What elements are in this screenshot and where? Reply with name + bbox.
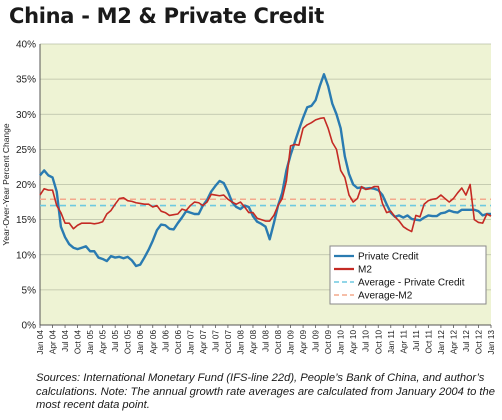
x-tick-label: Oct 04 <box>74 330 83 355</box>
x-tick-label: Apr 04 <box>49 330 58 355</box>
line-chart: 0%5%10%15%20%25%30%35%40%Jan 04 Apr 04 Jul… <box>1 40 496 355</box>
y-tick-label: 5% <box>22 285 37 296</box>
x-tick-label: Jul 06 <box>161 330 170 352</box>
y-tick-label: 25% <box>16 145 36 156</box>
legend-label: Private Credit <box>358 252 419 263</box>
x-tick-label: Jul 08 <box>262 330 271 352</box>
x-tick-label: Jan 05 <box>86 330 95 355</box>
y-tick-label: 40% <box>16 40 36 51</box>
chart-title: China - M2 & Private Credit <box>9 4 325 28</box>
x-tick-label: Oct 08 <box>274 330 283 355</box>
x-tick-label: Jul 12 <box>462 330 471 352</box>
x-tick-label: Jan 06 <box>136 330 145 355</box>
x-tick-label: Jul 11 <box>412 330 421 352</box>
legend-box <box>329 245 487 305</box>
x-tick-label: Apr 11 <box>399 330 408 354</box>
x-tick-label: Apr 07 <box>199 330 208 355</box>
x-tick-label: Jan 07 <box>186 330 195 355</box>
x-tick-label: Apr 10 <box>349 330 358 355</box>
x-tick-label: Jan 13 <box>487 330 496 355</box>
x-tick-label: Apr 12 <box>449 330 458 355</box>
x-tick-label: Oct 10 <box>374 330 383 355</box>
x-tick-label: Oct 07 <box>224 330 233 355</box>
x-tick-label: Jan 11 <box>387 330 396 354</box>
x-tick-label: Oct 11 <box>424 330 433 354</box>
x-tick-label: Jan 09 <box>287 330 296 355</box>
x-tick-label: Apr 05 <box>99 330 108 355</box>
x-tick-label: Jan 04 <box>36 330 45 355</box>
x-tick-label: Jan 10 <box>337 330 346 355</box>
legend-label: Average - Private Credit <box>358 278 465 289</box>
y-tick-label: 35% <box>16 75 36 86</box>
x-tick-label: Jul 05 <box>111 330 120 352</box>
legend-label: M2 <box>358 265 372 276</box>
x-tick-label: Jul 07 <box>211 330 220 352</box>
x-tick-label: Oct 05 <box>124 330 133 355</box>
source-note: Sources: International Monetary Fund (IF… <box>36 372 495 411</box>
series-line-private-credit <box>39 73 491 268</box>
x-tick-label: Jul 04 <box>61 330 70 352</box>
y-tick-label: 0% <box>22 321 37 332</box>
y-tick-label: 30% <box>16 110 36 121</box>
x-tick-label: Jul 10 <box>362 330 371 352</box>
x-tick-label: Oct 09 <box>324 330 333 355</box>
legend-label: Average-M2 <box>358 291 413 302</box>
x-tick-label: Oct 06 <box>174 330 183 355</box>
y-axis-title: Year-Over-Year Percent Change <box>1 123 11 245</box>
y-tick-label: 15% <box>16 215 36 226</box>
y-tick-label: 20% <box>16 180 36 191</box>
x-tick-label: Apr 06 <box>149 330 158 355</box>
x-tick-label: Apr 08 <box>249 330 258 355</box>
x-tick-label: Jan 08 <box>236 330 245 355</box>
y-tick-label: 10% <box>16 250 36 261</box>
x-tick-label: Apr 09 <box>299 330 308 355</box>
x-tick-label: Jan 12 <box>437 330 446 355</box>
x-tick-label: Oct 12 <box>474 330 483 355</box>
x-tick-label: Jul 09 <box>312 330 321 352</box>
series-line-m2 <box>39 116 492 233</box>
